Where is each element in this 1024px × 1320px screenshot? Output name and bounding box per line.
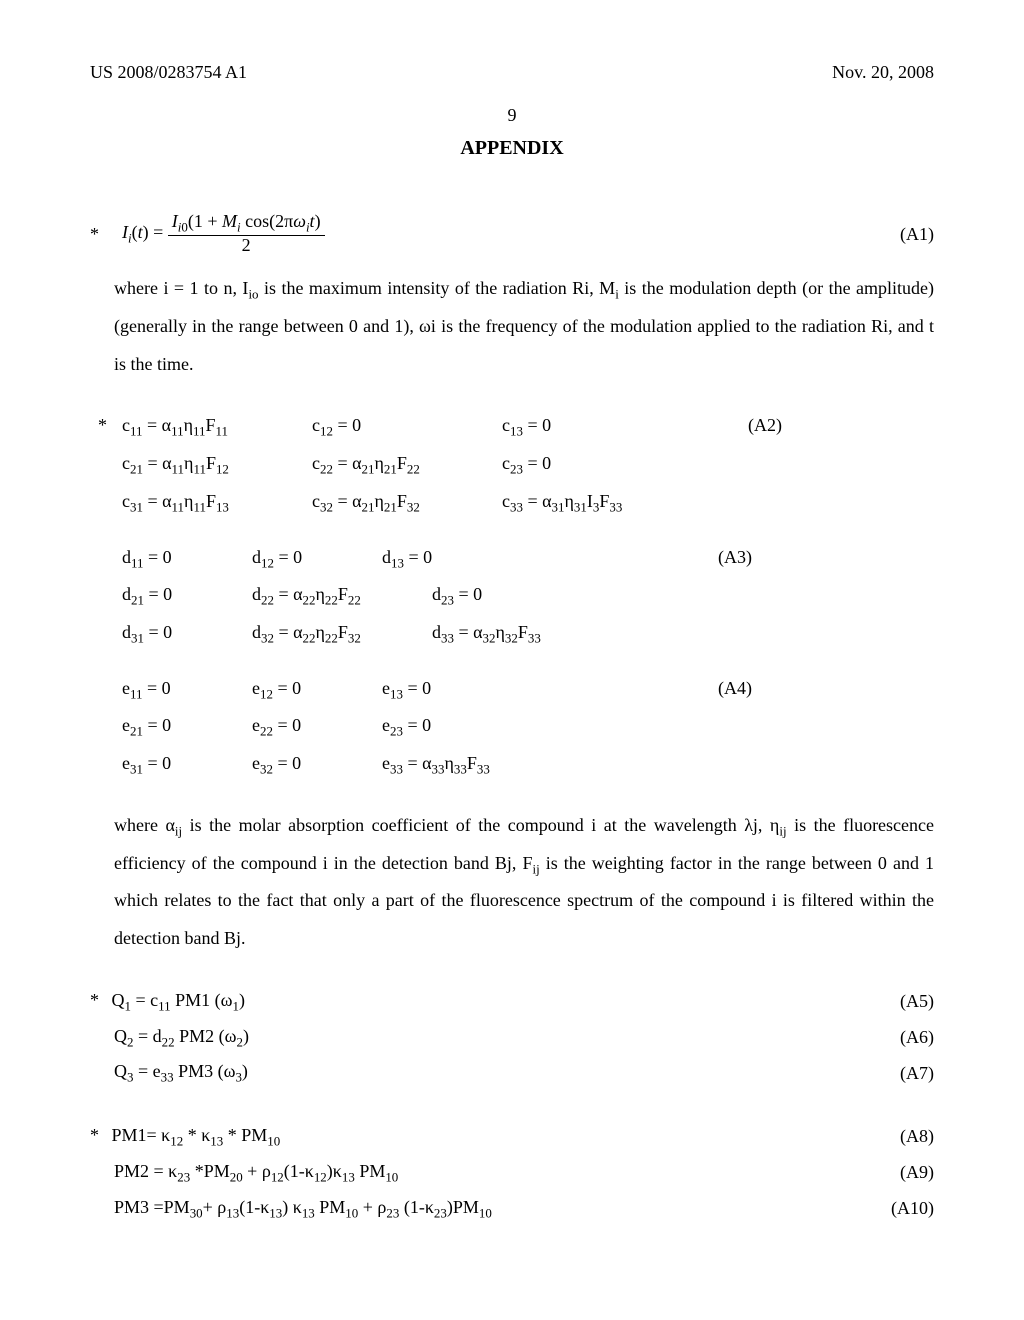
- c32: c32 = α21η21F32: [312, 489, 502, 517]
- q-equations: Q1 = c11 PM1 (ω1) (A5) Q2 = d22 PM2 (ω2)…: [90, 988, 934, 1087]
- d32: d32 = α22η22F32: [252, 620, 432, 648]
- matrix-d: d11 = 0 d12 = 0 d13 = 0 (A3) d21 = 0 d22…: [90, 545, 934, 648]
- d31: d31 = 0: [122, 620, 252, 648]
- eq-a1-body: Ii(t) = Ii0(1 + Mi cos(2πωit) 2: [114, 212, 864, 256]
- e31: e31 = 0: [122, 751, 252, 779]
- e22: e22 = 0: [252, 713, 382, 741]
- eq-a9-label: (A9): [864, 1160, 934, 1185]
- d23: d23 = 0: [432, 582, 622, 610]
- eq-a10-label: (A10): [864, 1196, 934, 1221]
- c23: c23 = 0: [502, 451, 692, 479]
- eq-a7-label: (A7): [864, 1061, 934, 1086]
- pub-date: Nov. 20, 2008: [832, 60, 934, 85]
- d21: d21 = 0: [122, 582, 252, 610]
- eq-a1-label: (A1): [864, 222, 934, 247]
- page-number: 9: [90, 103, 934, 128]
- c22: c22 = α21η21F22: [312, 451, 502, 479]
- c21: c21 = α11η11F12: [122, 451, 312, 479]
- eq-a2-label: (A2): [692, 413, 782, 441]
- appendix-title: APPENDIX: [90, 134, 934, 162]
- c31: c31 = α11η11F13: [122, 489, 312, 517]
- e21: e21 = 0: [122, 713, 252, 741]
- d12: d12 = 0: [252, 545, 382, 573]
- d22: d22 = α22η22F22: [252, 582, 432, 610]
- eq-a6-label: (A6): [864, 1025, 934, 1050]
- d11: d11 = 0: [122, 545, 252, 573]
- eq-star: *: [90, 222, 114, 247]
- eq-a6: Q2 = d22 PM2 (ω2): [90, 1024, 864, 1052]
- c33: c33 = α31η31I3F33: [502, 489, 712, 517]
- paragraph-1: where i = 1 to n, Iio is the maximum int…: [114, 270, 934, 383]
- eq-a9: PM2 = κ23 *PM20 + ρ12(1-κ12)κ13 PM10: [90, 1159, 864, 1187]
- c13: c13 = 0: [502, 413, 692, 441]
- c12: c12 = 0: [312, 413, 502, 441]
- eq-a4-label: (A4): [512, 676, 752, 704]
- eq-a8-label: (A8): [864, 1124, 934, 1149]
- equation-a1: * Ii(t) = Ii0(1 + Mi cos(2πωit) 2 (A1): [90, 212, 934, 256]
- eq-a8: PM1= κ12 * κ13 * PM10: [90, 1123, 864, 1151]
- matrix-c: * c11 = α11η11F11 c12 = 0 c13 = 0 (A2) c…: [90, 413, 934, 516]
- doc-header: US 2008/0283754 A1 Nov. 20, 2008: [90, 60, 934, 85]
- eq-star: *: [98, 413, 122, 441]
- e12: e12 = 0: [252, 676, 382, 704]
- matrix-e: e11 = 0 e12 = 0 e13 = 0 (A4) e21 = 0 e22…: [90, 676, 934, 779]
- pub-number: US 2008/0283754 A1: [90, 60, 247, 85]
- eq-a5: Q1 = c11 PM1 (ω1): [90, 988, 864, 1016]
- paragraph-2: where αij is the molar absorption coeffi…: [114, 807, 934, 958]
- eq-a3-label: (A3): [572, 545, 752, 573]
- e11: e11 = 0: [122, 676, 252, 704]
- d13: d13 = 0: [382, 545, 572, 573]
- e33: e33 = α33η33F33: [382, 751, 572, 779]
- c11: c11 = α11η11F11: [122, 413, 312, 441]
- eq-a7: Q3 = e33 PM3 (ω3): [90, 1059, 864, 1087]
- eq-a5-label: (A5): [864, 989, 934, 1014]
- pm-equations: PM1= κ12 * κ13 * PM10 (A8) PM2 = κ23 *PM…: [90, 1123, 934, 1222]
- e32: e32 = 0: [252, 751, 382, 779]
- e13: e13 = 0: [382, 676, 512, 704]
- d33: d33 = α32η32F33: [432, 620, 622, 648]
- eq-a10: PM3 =PM30+ ρ13(1-κ13) κ13 PM10 + ρ23 (1-…: [90, 1195, 864, 1223]
- e23: e23 = 0: [382, 713, 512, 741]
